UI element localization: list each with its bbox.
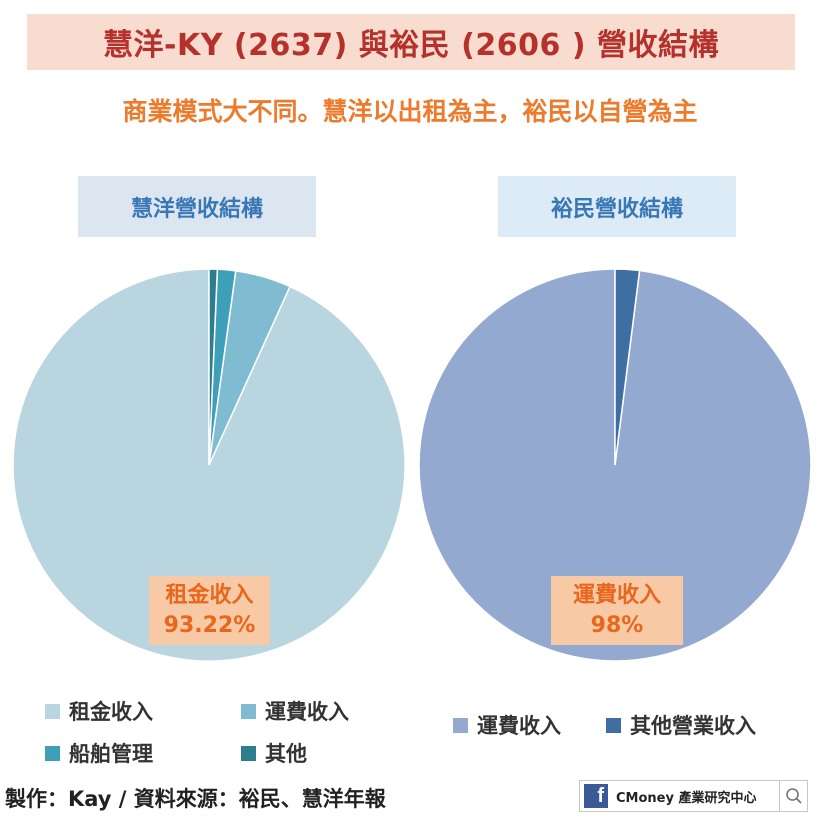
data-label-right-name: 運費收入 xyxy=(572,582,661,608)
facebook-icon: f xyxy=(584,784,608,808)
legend-item-rent: 租金收入 xyxy=(45,696,153,726)
legend-swatch xyxy=(45,703,60,719)
page-title: 慧洋-KY (2637) 與裕民 (2606 ) 營收結構 xyxy=(103,28,719,63)
legend-swatch xyxy=(241,703,256,719)
chart-title-left: 慧洋營收結構 xyxy=(78,176,316,237)
data-label-left-value: 93.22% xyxy=(163,612,256,638)
legend-item-ship-management: 船舶管理 xyxy=(45,738,153,768)
search-icon[interactable] xyxy=(779,781,807,811)
legend-label: 運費收入 xyxy=(477,714,561,738)
data-label-right: 運費收入 98% xyxy=(551,576,683,645)
legend-label: 租金收入 xyxy=(69,700,153,724)
source-credit: 製作：Kay / 資料來源：裕民、慧洋年報 xyxy=(5,787,386,811)
pie-left-slice-3 xyxy=(208,268,219,466)
brand-name: CMoney 產業研究中心 xyxy=(616,790,757,806)
legend-label: 其他 xyxy=(265,742,307,766)
legend-swatch xyxy=(241,745,256,761)
data-label-right-value: 98% xyxy=(590,612,644,638)
legend-item-freight-right: 運費收入 xyxy=(453,710,561,740)
legend-label: 其他營業收入 xyxy=(630,714,756,738)
chart-title-right: 裕民營收結構 xyxy=(498,176,736,237)
brand-badge[interactable]: f CMoney 產業研究中心 xyxy=(579,780,808,812)
legend-item-other-operating: 其他營業收入 xyxy=(606,710,756,740)
data-label-left: 租金收入 93.22% xyxy=(149,576,270,645)
legend-item-other: 其他 xyxy=(241,738,307,768)
legend-swatch xyxy=(606,717,621,733)
legend-label: 運費收入 xyxy=(265,700,349,724)
page-subtitle: 商業模式大不同。慧洋以出租為主，裕民以自營為主 xyxy=(122,97,698,126)
data-label-left-name: 租金收入 xyxy=(165,582,254,608)
legend-swatch xyxy=(453,717,468,733)
title-banner: 慧洋-KY (2637) 與裕民 (2606 ) 營收結構 xyxy=(27,14,795,70)
legend-label: 船舶管理 xyxy=(69,742,153,766)
legend-item-freight: 運費收入 xyxy=(241,696,349,726)
legend-swatch xyxy=(45,745,60,761)
